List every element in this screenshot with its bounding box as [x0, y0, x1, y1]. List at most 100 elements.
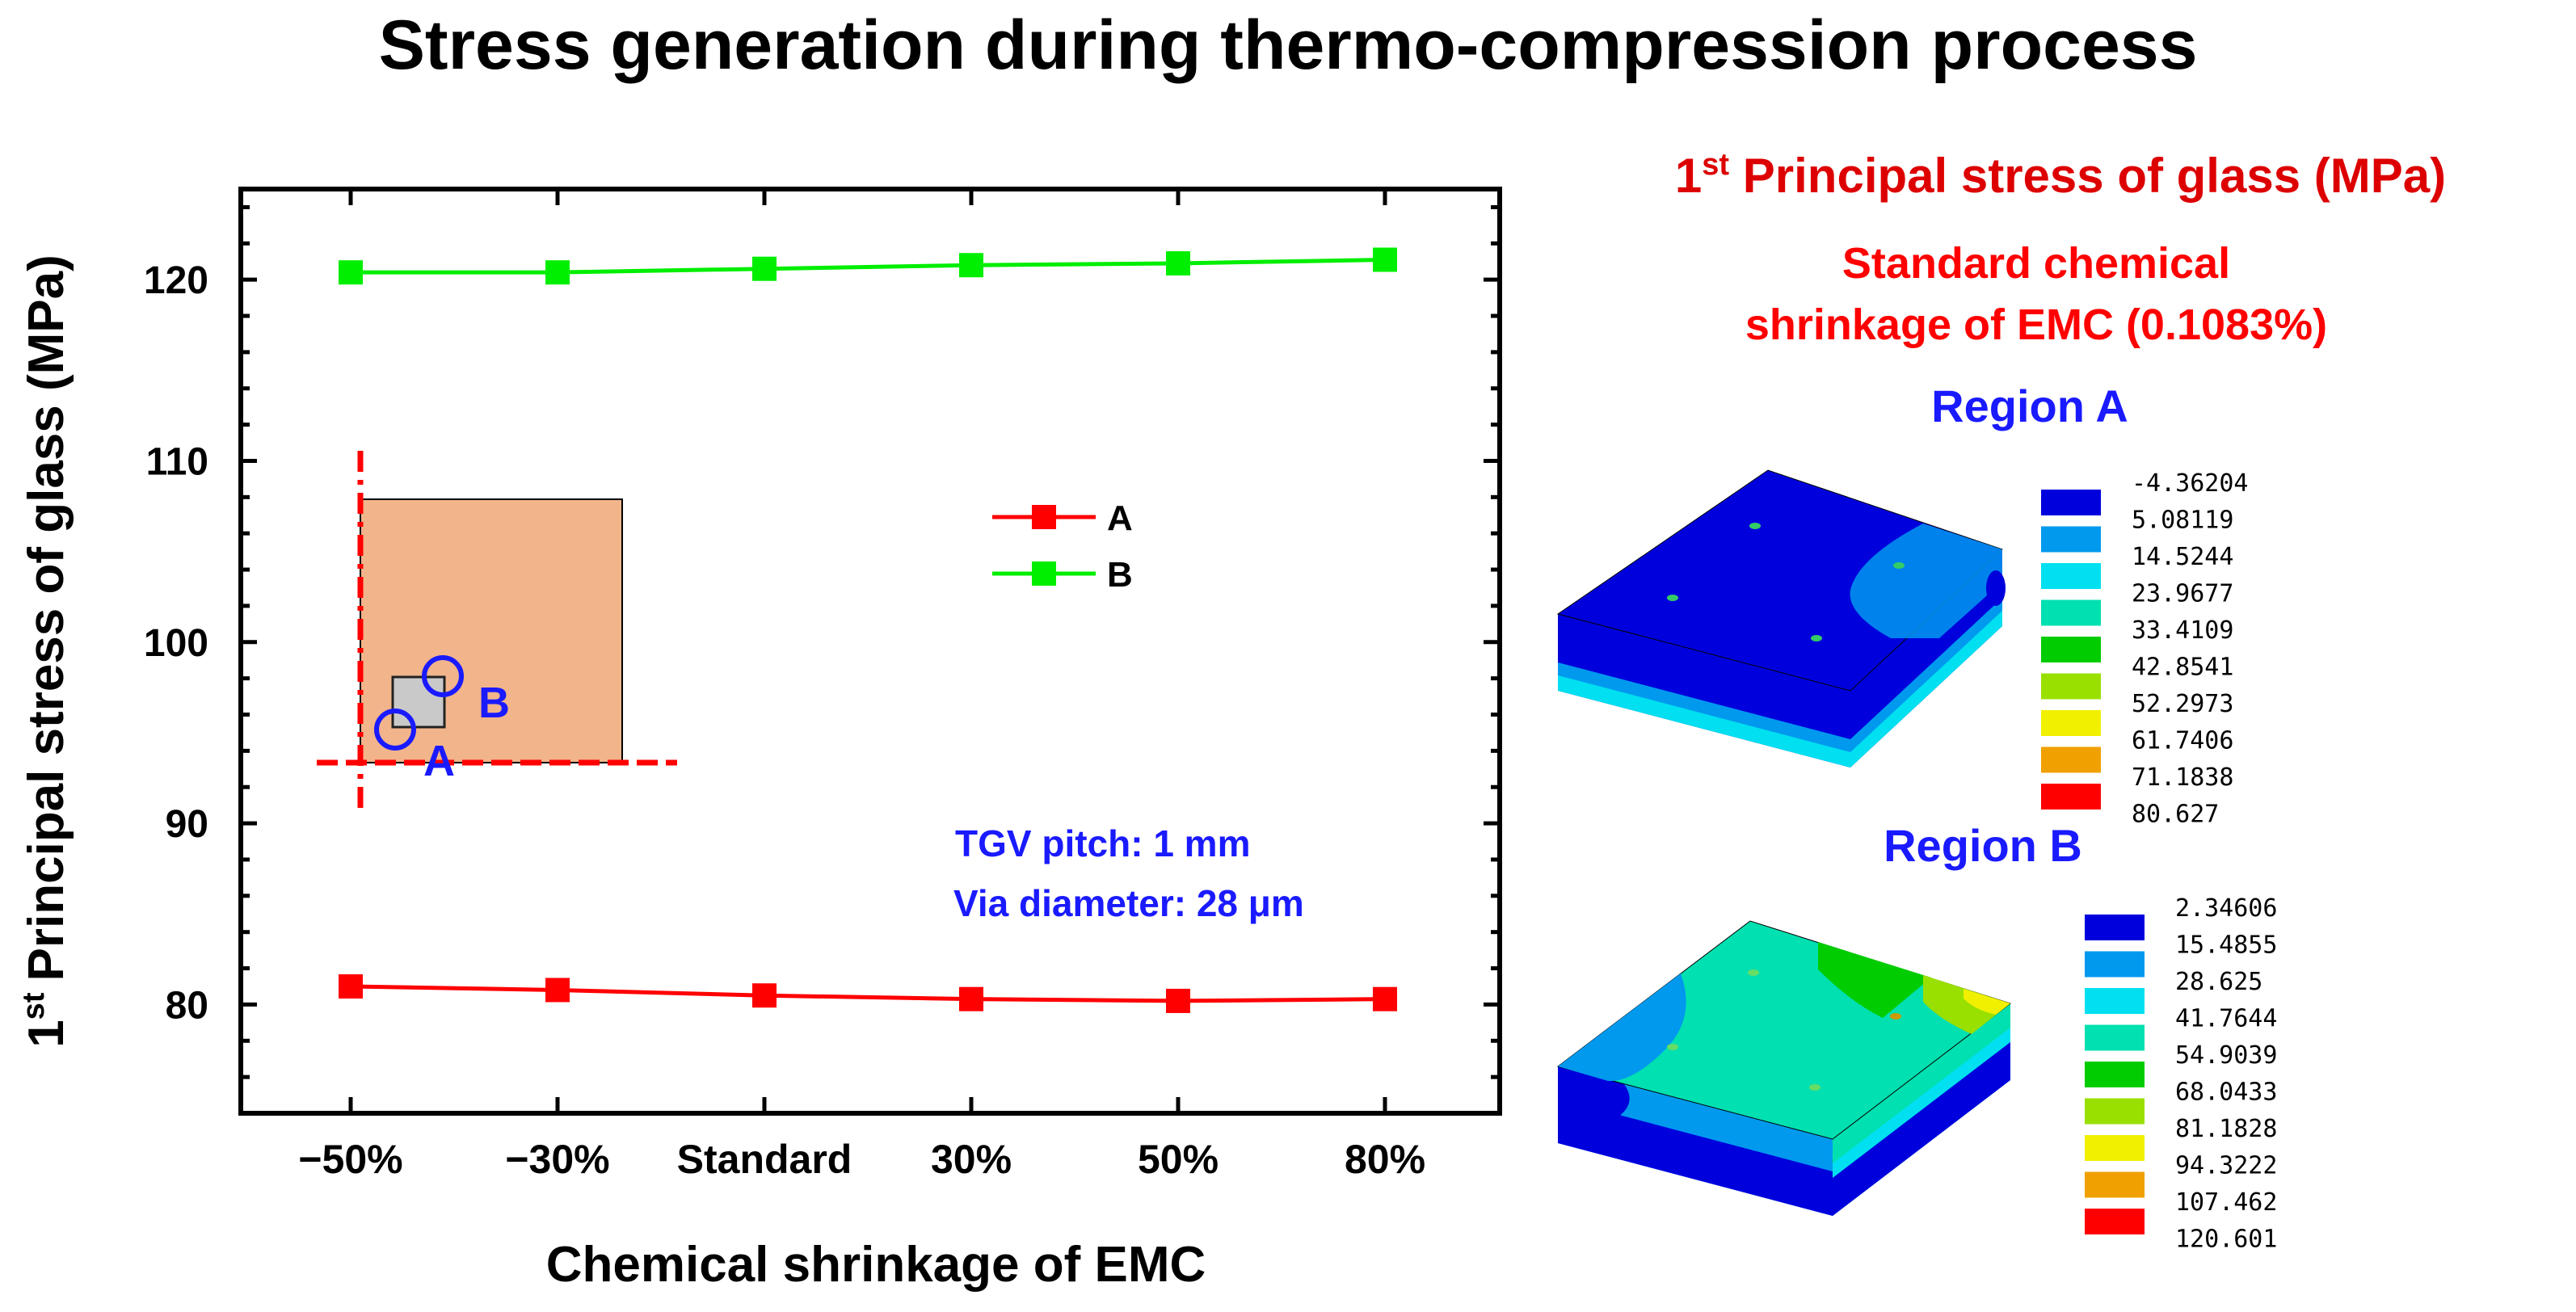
region-b-legend-value: 81.1828 — [2175, 1115, 2277, 1143]
region-b-front-blob — [1558, 1066, 1630, 1123]
right-panel: 1st Principal stress of glass (MPa) Stan… — [1556, 148, 2446, 1254]
axis-ticks — [241, 189, 1500, 1116]
region-a-via-2 — [1893, 562, 1905, 569]
right-panel-subtitle-1: Standard chemical — [1842, 239, 2230, 288]
region-a-legend-value: 23.9677 — [2132, 580, 2233, 608]
right-heading-main: Principal stress of glass (MPa) — [1729, 149, 2446, 203]
region-b-legend-value: 54.9039 — [2175, 1041, 2277, 1070]
region-b-right-band-2 — [1833, 1042, 2010, 1216]
region-a-legend-value: 52.2973 — [2132, 690, 2233, 718]
region-b-legend-value: 41.7644 — [2175, 1005, 2277, 1033]
data-point-b — [545, 260, 570, 285]
region-a-legend-swatch — [2041, 526, 2101, 553]
region-b-color-legend: 2.34606 15.4855 28.625 41.7644 54.9039 68.043… — [2085, 894, 2277, 1254]
legend-marker-a — [1032, 505, 1056, 529]
region-b-contour-model — [1556, 920, 2012, 1216]
region-b-legend-value: 120.601 — [2175, 1226, 2277, 1254]
y-tick-label: 110 — [146, 440, 208, 483]
series-line-b — [351, 257, 1386, 275]
y-axis-label: 1st Principal stress of glass (MPa) — [17, 254, 74, 1048]
region-a-right-band-1 — [1850, 598, 2002, 755]
legend-label-b: B — [1107, 555, 1133, 595]
x-axis-label: Chemical shrinkage of EMC — [546, 1237, 1206, 1293]
x-tick-labels: −50% −30% Standard 30% 50% 80% — [298, 1137, 1425, 1182]
region-a-legend-value: -4.36204 — [2132, 469, 2249, 498]
region-b-legend-swatch — [2085, 1171, 2145, 1198]
data-point-a — [752, 983, 777, 1008]
right-panel-subtitle-2: shrinkage of EMC (0.1083%) — [1745, 301, 2327, 349]
region-b-legend-value: 94.3222 — [2175, 1152, 2277, 1180]
x-tick-label: Standard — [677, 1137, 852, 1182]
region-b-top-zone-yellow — [1964, 989, 2010, 1015]
region-a-marker — [374, 709, 416, 751]
region-b-marker — [422, 655, 464, 697]
region-b-top-zone-green — [1818, 942, 1931, 1018]
region-b-legend-swatch — [2085, 988, 2145, 1014]
region-a-color-legend: -4.36204 5.08119 14.5244 23.9677 33.4109 42.8… — [2041, 469, 2249, 829]
region-b-legend-value: 2.34606 — [2175, 894, 2277, 923]
region-a-legend-value: 71.1838 — [2132, 763, 2233, 792]
y-tick-label: 100 — [144, 622, 208, 665]
inset-schematic: A B — [317, 451, 677, 809]
region-b-title: Region B — [1884, 820, 2082, 871]
region-b-front-band — [1558, 1099, 1833, 1216]
region-b-legend-value: 68.0433 — [2175, 1079, 2277, 1107]
data-point-a — [959, 986, 983, 1011]
region-a-right-band-2 — [1850, 611, 2002, 767]
y-tick-label: 90 — [166, 803, 208, 846]
y-tick-labels: 80 90 100 110 120 — [144, 259, 208, 1027]
x-tick-label: 50% — [1138, 1137, 1219, 1182]
page-title: Stress generation during thermo-compress… — [379, 6, 2198, 84]
y-tick-label: 80 — [166, 984, 208, 1027]
y-axis-label-prefix: 1 — [19, 1020, 74, 1047]
data-point-b — [339, 260, 363, 285]
legend-label-a: A — [1107, 498, 1133, 538]
right-panel-heading: 1st Principal stress of glass (MPa) — [1675, 148, 2446, 203]
via-diameter-annotation: Via diameter: 28 μm — [953, 882, 1304, 924]
region-a-legend-swatch — [2041, 710, 2101, 736]
region-a-legend-swatch — [2041, 563, 2101, 589]
series-layer — [339, 247, 1397, 1013]
region-b-legend-value: 28.625 — [2175, 968, 2262, 996]
data-point-a — [1166, 988, 1190, 1013]
data-point-b — [752, 256, 777, 281]
tgv-pitch-annotation: TGV pitch: 1 mm — [955, 822, 1250, 864]
region-a-legend-swatch — [2041, 784, 2101, 809]
inset-label-b: B — [478, 679, 510, 727]
region-a-via-3 — [1667, 595, 1678, 601]
region-b-top-zone-lime — [1923, 975, 2010, 1034]
region-b-legend-swatch — [2085, 1135, 2145, 1161]
legend: AB — [992, 498, 1133, 595]
x-tick-label: −50% — [298, 1137, 402, 1182]
data-point-a — [545, 978, 570, 1003]
data-point-a — [339, 973, 363, 999]
region-a-legend-swatch — [2041, 746, 2101, 773]
data-point-b — [959, 253, 983, 278]
region-a-legend-swatch — [2041, 637, 2101, 662]
region-b-top-zone-blue — [1558, 973, 1686, 1082]
region-b-legend-value: 107.462 — [2175, 1188, 2277, 1217]
region-a-legend-value: 42.8541 — [2132, 654, 2233, 682]
region-b-legend-swatch — [2085, 915, 2145, 940]
region-a-via-4 — [1811, 635, 1822, 641]
region-a-legend-value: 14.5244 — [2132, 543, 2233, 571]
inset-label-a: A — [423, 737, 455, 785]
plot-frame — [238, 187, 1502, 1116]
region-b-legend-swatch — [2085, 1062, 2145, 1087]
region-b-legend-swatch — [2085, 1209, 2145, 1234]
y-axis-label-sup: st — [17, 992, 51, 1020]
region-b-right-band-1 — [1833, 1028, 2010, 1178]
region-b-legend-swatch — [2085, 951, 2145, 978]
region-a-legend-value: 5.08119 — [2132, 507, 2233, 535]
region-a-legend-swatch — [2041, 490, 2101, 515]
region-a-legend-swatch — [2041, 599, 2101, 626]
region-b-via-4 — [1809, 1084, 1820, 1091]
region-b-legend-value: 15.4855 — [2175, 931, 2277, 960]
right-heading-sup: st — [1702, 148, 1729, 182]
region-a-legend-swatch — [2041, 673, 2101, 700]
region-b-via-3 — [1667, 1044, 1678, 1050]
data-point-b — [1166, 250, 1190, 275]
region-a-front-band-1 — [1558, 662, 1850, 755]
